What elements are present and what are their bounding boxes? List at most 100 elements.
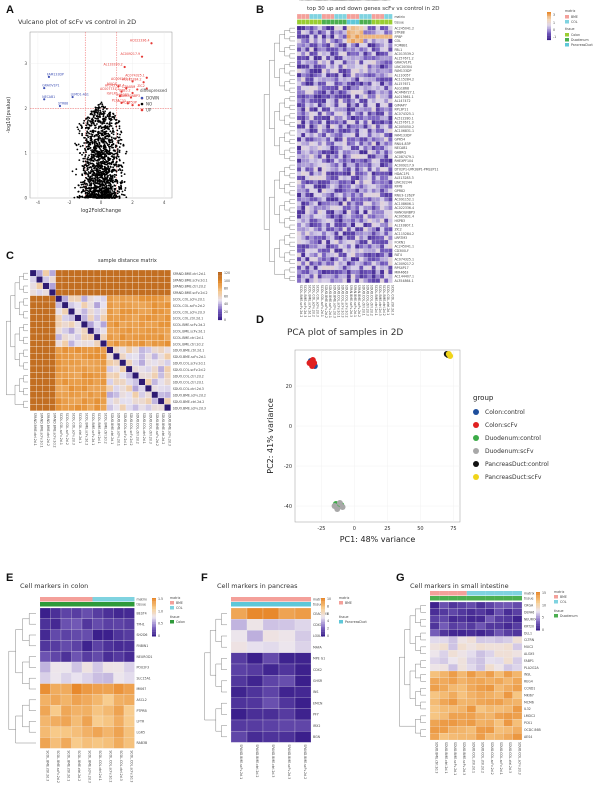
heatmap-cell — [379, 231, 385, 236]
color-scale-segment — [218, 275, 222, 277]
data-point — [91, 162, 93, 165]
heatmap-cell — [296, 111, 302, 116]
legend-label: Duodenum — [571, 38, 589, 42]
heatmap-cell — [50, 737, 62, 749]
data-point-up — [120, 101, 123, 104]
heatmap-cell — [503, 629, 513, 637]
data-point — [77, 190, 80, 193]
heatmap-cell — [384, 201, 389, 206]
heatmap-cell — [321, 107, 327, 112]
heatmap-cell — [313, 132, 318, 138]
data-point — [106, 190, 108, 193]
heatmap-cell — [363, 274, 368, 279]
heatmap-cell — [346, 201, 352, 206]
heatmap-cell — [230, 619, 248, 631]
data-point — [115, 161, 118, 164]
annotation-cell — [317, 19, 323, 25]
heatmap-cell — [384, 248, 389, 253]
distance-cell — [157, 276, 165, 283]
distance-cell — [61, 295, 69, 303]
annotation-cell — [279, 597, 295, 602]
heatmap-cell — [309, 124, 314, 129]
heatmap-cell — [350, 201, 356, 206]
gene-row-label: REG4 — [524, 680, 533, 684]
distance-cell — [93, 301, 101, 309]
distance-cell — [119, 333, 127, 341]
data-point — [89, 147, 91, 150]
heatmap-cell — [371, 244, 376, 249]
row-dendrogram — [284, 218, 290, 228]
distance-cell — [68, 397, 75, 405]
heatmap-cell — [296, 47, 302, 52]
heatmap-cell — [503, 684, 513, 692]
heatmap-cell — [102, 629, 114, 641]
heatmap-cell — [388, 141, 393, 146]
heatmap-cell — [317, 145, 322, 151]
heatmap-cell — [371, 128, 376, 134]
panel-label-b: B — [256, 4, 264, 16]
data-point — [87, 190, 90, 193]
heatmap-cell — [346, 257, 352, 262]
heatmap-cell — [309, 150, 314, 155]
heatmap-cell — [388, 102, 393, 108]
distance-cell — [113, 391, 120, 399]
heatmap-cell — [313, 98, 318, 104]
heatmap-cell — [355, 34, 360, 39]
heatmap-cell — [317, 188, 322, 193]
color-scale-segment — [218, 289, 222, 292]
heatmap-cell — [309, 30, 314, 35]
heatmap-cell — [338, 85, 343, 91]
heatmap-cell — [512, 650, 523, 658]
heatmap-cell — [350, 235, 356, 241]
heatmap-cell — [325, 90, 331, 95]
heatmap-cell — [355, 47, 360, 52]
heatmap-cell — [330, 115, 335, 121]
heatmap-cell — [325, 162, 331, 168]
distance-cell — [81, 333, 88, 341]
heatmap-cell — [388, 68, 393, 74]
heatmap-cell — [102, 672, 114, 684]
distance-cell — [87, 391, 95, 399]
heatmap-cell — [367, 34, 372, 39]
heatmap-cell — [439, 601, 449, 610]
data-point — [112, 146, 114, 149]
gene-row-label: OCDC 86B — [524, 728, 541, 732]
heatmap-cell — [296, 120, 302, 125]
heatmap-cell — [317, 60, 322, 65]
heatmap-cell — [325, 51, 331, 57]
heatmap-cell — [342, 98, 347, 104]
distance-cell — [151, 327, 159, 335]
data-point — [101, 182, 104, 185]
gene-label-up: ZIC2 — [137, 84, 144, 88]
data-point — [89, 135, 92, 138]
data-point — [99, 165, 102, 168]
heatmap-cell — [317, 38, 322, 44]
heatmap-cell — [325, 252, 331, 258]
distance-cell — [61, 353, 69, 360]
heatmap-cell — [388, 47, 393, 52]
row-dendrogram — [23, 337, 28, 344]
color-scale-segment — [547, 21, 551, 24]
heatmap-cell — [342, 278, 347, 283]
distance-cell — [119, 314, 127, 322]
distance-cell — [125, 314, 133, 322]
heatmap-cell — [346, 227, 352, 232]
heatmap-cell — [475, 615, 486, 623]
heatmap-cell — [457, 650, 467, 658]
heatmap-cell — [317, 158, 322, 164]
gene-label-up: AC115284.2 — [122, 78, 142, 82]
heatmap-cell — [371, 192, 376, 198]
heatmap-cell — [346, 124, 352, 129]
distance-cell — [55, 365, 63, 373]
heatmap-cell — [330, 265, 335, 271]
heatmap-cell — [262, 607, 280, 620]
heatmap-cell — [359, 128, 364, 134]
heatmap-cell — [439, 650, 449, 658]
heatmap-cell — [379, 47, 385, 52]
distance-cell — [49, 289, 56, 296]
heatmap-cell — [350, 188, 356, 193]
heatmap-cell — [301, 265, 306, 271]
data-point — [87, 143, 90, 146]
data-point — [87, 127, 89, 129]
heatmap-cell — [371, 209, 376, 215]
